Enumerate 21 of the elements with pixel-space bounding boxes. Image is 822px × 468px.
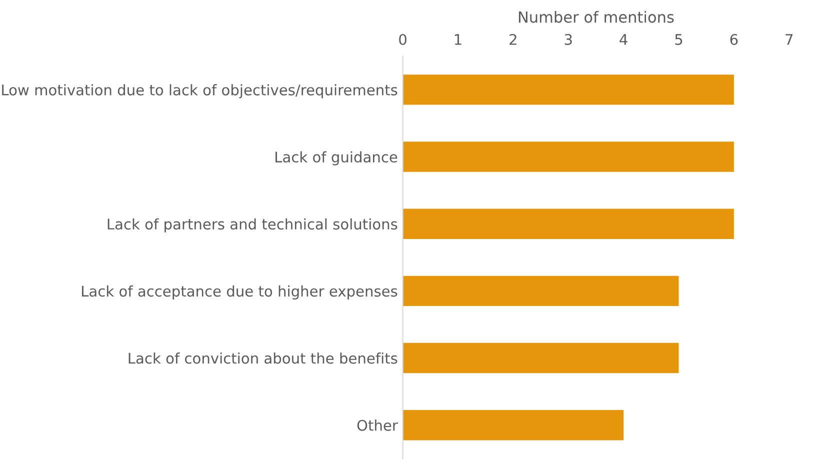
bar [402, 410, 624, 440]
y-tick-label: Lack of partners and technical solutions [108, 218, 398, 232]
y-tick-label: Lack of acceptance due to higher expenses [82, 285, 398, 300]
y-tick-label: Lack of conviction about the benefits [128, 352, 398, 364]
x-tick-label: 7 [786, 34, 793, 45]
y-tick-label: Low motivation due to lack of objectives/requirements [2, 84, 398, 98]
x-tick-label: 2 [510, 34, 516, 45]
y-tick-label: Lack of guidance [276, 151, 398, 166]
x-tick-label: 3 [564, 34, 572, 45]
x-tick-label: 0 [399, 34, 406, 45]
bar [402, 276, 679, 306]
x-axis-title: Number of mentions [518, 10, 674, 23]
x-tick-label: 5 [675, 34, 682, 45]
y-tick-label: Other [357, 420, 398, 431]
bar [402, 208, 734, 239]
x-tick-label: 1 [454, 34, 462, 45]
x-tick-label: 4 [620, 34, 628, 45]
bar [402, 142, 734, 172]
bar [402, 342, 679, 374]
bar [402, 74, 734, 105]
x-tick-label: 6 [730, 34, 738, 45]
